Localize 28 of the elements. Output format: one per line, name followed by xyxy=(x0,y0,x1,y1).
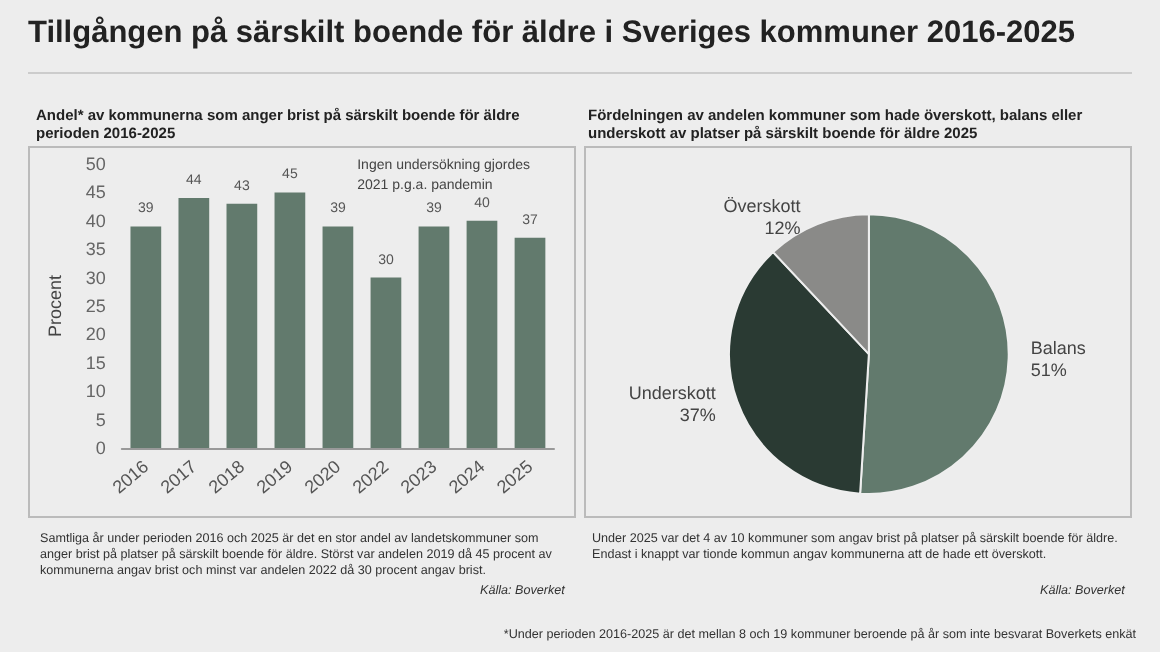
bar xyxy=(370,277,402,448)
y-tick-label: 0 xyxy=(95,438,106,458)
bar xyxy=(226,203,258,448)
y-tick-label: 50 xyxy=(85,154,106,174)
y-tick-label: 25 xyxy=(85,296,106,316)
data-label: 37% xyxy=(679,405,716,426)
bar xyxy=(466,220,498,448)
data-label: 12% xyxy=(764,217,801,238)
y-tick-label: 45 xyxy=(85,182,106,203)
chart-title: Tillgången på särskilt boende för äldre i Sveriges kommuner 2016-2025 xyxy=(28,16,1075,52)
slice-label: Överskott xyxy=(723,195,802,216)
data-label: 51% xyxy=(1030,359,1067,380)
bar xyxy=(322,226,354,448)
y-tick-label: 5 xyxy=(95,409,106,430)
bar xyxy=(514,237,546,448)
y-axis-title: Procent xyxy=(45,274,65,338)
slice-label: Balans xyxy=(1030,337,1087,358)
y-tick-label: 40 xyxy=(85,210,106,231)
y-tick-label: 20 xyxy=(85,324,106,345)
y-tick-label: 15 xyxy=(85,352,106,373)
y-tick-label: 10 xyxy=(85,381,106,402)
y-tick-label: 30 xyxy=(85,267,106,288)
y-tick-label: 35 xyxy=(85,239,106,260)
bar xyxy=(130,226,162,448)
slice-label: Underskott xyxy=(628,383,717,404)
bar xyxy=(274,192,306,448)
bar xyxy=(178,198,210,448)
bar xyxy=(418,226,450,448)
